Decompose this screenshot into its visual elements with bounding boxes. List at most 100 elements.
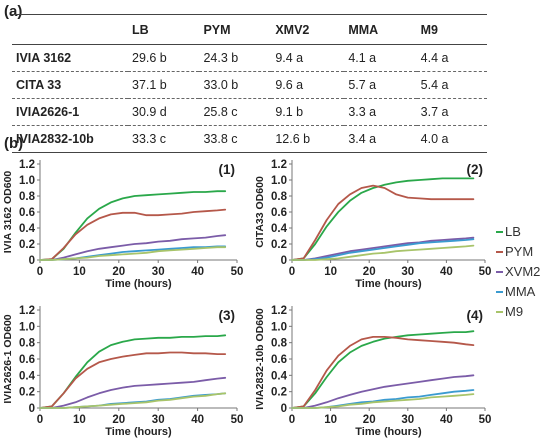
y-tick-label: 0.6 bbox=[271, 207, 287, 219]
table-row: CITA 33 37.1 b 33.0 b 9.6 a 5.7 a 5.4 a bbox=[12, 71, 487, 99]
table-row: IVIA2832-10b 33.3 c 33.8 c 12.6 b 3.4 a … bbox=[12, 125, 487, 153]
y-axis-label: CITA33 OD600 bbox=[254, 176, 266, 248]
strain-cell: IVIA2832-10b bbox=[12, 125, 128, 153]
series-line-pym bbox=[39, 351, 227, 409]
y-tick-label: 0 bbox=[281, 255, 287, 267]
x-tick-label: 10 bbox=[324, 414, 337, 426]
strain-cell: IVIA2626-1 bbox=[12, 98, 128, 126]
x-tick-label: 50 bbox=[231, 266, 244, 278]
y-tick-label: 0.6 bbox=[271, 354, 287, 366]
y-tick-label: 1.0 bbox=[19, 321, 35, 333]
series-line-m9 bbox=[39, 246, 227, 261]
value-cell: 3.7 a bbox=[416, 98, 487, 126]
y-tick-label: 0.8 bbox=[19, 338, 36, 350]
table-header-cell bbox=[12, 14, 128, 45]
x-tick-label: 20 bbox=[363, 266, 376, 278]
x-tick-label: 50 bbox=[231, 414, 244, 426]
series-line-mma bbox=[291, 238, 475, 261]
value-cell: 5.4 a bbox=[416, 71, 487, 99]
y-tick-label: 0.6 bbox=[19, 354, 35, 366]
value-cell: 4.0 a bbox=[416, 125, 487, 153]
table-row: IVIA 3162 29.6 b 24.3 b 9.4 a 4.1 a 4.4 … bbox=[12, 44, 487, 72]
growth-chart: 0 0.2 0.4 0.6 0.8 1.0 1.2 0 10 20 30 40 50 Time (hour… bbox=[2, 159, 243, 290]
growth-chart: 0 0.2 0.4 0.6 0.8 1.0 1.2 0 10 20 30 40 50 Time (hour… bbox=[2, 305, 243, 438]
y-tick-label: 0.8 bbox=[271, 191, 288, 203]
y-tick-label: 0.2 bbox=[271, 239, 287, 251]
x-tick-label: 30 bbox=[401, 414, 414, 426]
y-tick-label: 0.2 bbox=[19, 387, 35, 399]
value-cell: 30.9 d bbox=[128, 98, 200, 126]
data-table: LB PYM XMV2 MMA M9 IVIA 3162 29.6 b 24.3… bbox=[12, 14, 487, 153]
y-tick-label: 0.8 bbox=[19, 191, 36, 203]
table-header-cell: MMA bbox=[344, 14, 417, 45]
value-cell: 33.3 c bbox=[128, 125, 200, 153]
x-tick-label: 30 bbox=[152, 414, 165, 426]
value-cell: 29.6 b bbox=[128, 44, 200, 72]
table-header-cell: XMV2 bbox=[271, 14, 345, 45]
y-tick-label: 0.4 bbox=[19, 223, 36, 235]
x-tick-label: 10 bbox=[324, 266, 337, 278]
growth-rate-table: LB PYM XMV2 MMA M9 IVIA 3162 29.6 b 24.3… bbox=[12, 14, 487, 153]
series-line-lb bbox=[39, 190, 227, 261]
y-tick-label: 1.0 bbox=[271, 175, 287, 187]
y-tick-label: 1.2 bbox=[271, 159, 287, 171]
table-header-cell: M9 bbox=[416, 14, 487, 45]
y-tick-label: 0.6 bbox=[19, 207, 35, 219]
x-axis-label: Time (hours) bbox=[105, 426, 172, 438]
growth-chart: 0 0.2 0.4 0.6 0.8 1.0 1.2 0 10 20 30 40 50 Time (hour… bbox=[254, 159, 491, 290]
value-cell: 4.1 a bbox=[344, 44, 417, 72]
table-row: IVIA2626-1 30.9 d 25.8 c 9.1 b 3.3 a 3.7… bbox=[12, 98, 487, 126]
y-tick-label: 0 bbox=[29, 403, 35, 415]
y-tick-label: 0 bbox=[29, 255, 35, 267]
y-tick-label: 0.2 bbox=[271, 387, 287, 399]
x-tick-label: 20 bbox=[363, 414, 376, 426]
y-tick-label: 0.4 bbox=[271, 370, 288, 382]
x-tick-label: 0 bbox=[289, 414, 295, 426]
legend-label: XVM2 bbox=[505, 264, 540, 279]
series-line-m9 bbox=[39, 392, 227, 409]
series-line-pym bbox=[291, 184, 475, 261]
y-axis-label: IVIA2626-1 OD600 bbox=[2, 314, 14, 403]
value-cell: 37.1 b bbox=[128, 71, 200, 99]
y-tick-label: 1.2 bbox=[19, 305, 35, 317]
value-cell: 4.4 a bbox=[416, 44, 487, 72]
chart-panel-label: (4) bbox=[467, 308, 484, 323]
y-tick-label: 0.4 bbox=[19, 370, 36, 382]
value-cell: 5.7 a bbox=[344, 71, 417, 99]
series-line-lb bbox=[291, 177, 475, 261]
table-header-cell: LB bbox=[128, 14, 200, 45]
x-tick-label: 50 bbox=[479, 266, 492, 278]
x-tick-label: 0 bbox=[289, 266, 295, 278]
x-axis-label: Time (hours) bbox=[355, 278, 422, 290]
y-tick-label: 0.8 bbox=[271, 338, 288, 350]
legend-label: LB bbox=[505, 224, 521, 239]
x-tick-label: 50 bbox=[479, 414, 492, 426]
series-line-m9 bbox=[291, 393, 475, 409]
x-tick-label: 0 bbox=[37, 414, 43, 426]
growth-curves-figure: 0 0.2 0.4 0.6 0.8 1.0 1.2 0 10 20 30 40 50 Time (hour… bbox=[2, 159, 540, 438]
legend-label: PYM bbox=[505, 244, 533, 259]
y-tick-label: 1.0 bbox=[271, 321, 287, 333]
value-cell: 9.6 a bbox=[271, 71, 345, 99]
series-line-pym bbox=[291, 335, 475, 409]
value-cell: 3.3 a bbox=[344, 98, 417, 126]
x-axis-label: Time (hours) bbox=[355, 426, 422, 438]
series-line-xvm2 bbox=[291, 236, 475, 261]
y-tick-label: 0.4 bbox=[271, 223, 288, 235]
value-cell: 33.0 b bbox=[199, 71, 272, 99]
strain-cell: CITA 33 bbox=[12, 71, 128, 99]
x-tick-label: 20 bbox=[112, 414, 125, 426]
panel-b-label: (b) bbox=[4, 135, 24, 152]
y-axis-label: IVIA2832-10b OD600 bbox=[254, 308, 266, 410]
x-tick-label: 10 bbox=[73, 266, 86, 278]
chart-panel-label: (3) bbox=[219, 308, 236, 323]
y-tick-label: 1.2 bbox=[19, 159, 35, 171]
y-tick-label: 1.0 bbox=[19, 175, 35, 187]
legend-label: MMA bbox=[505, 284, 536, 299]
x-tick-label: 10 bbox=[73, 414, 86, 426]
series-line-m9 bbox=[291, 244, 475, 261]
y-tick-label: 1.2 bbox=[271, 305, 287, 317]
series-line-lb bbox=[291, 330, 475, 409]
x-tick-label: 40 bbox=[440, 414, 453, 426]
x-tick-label: 30 bbox=[152, 266, 165, 278]
